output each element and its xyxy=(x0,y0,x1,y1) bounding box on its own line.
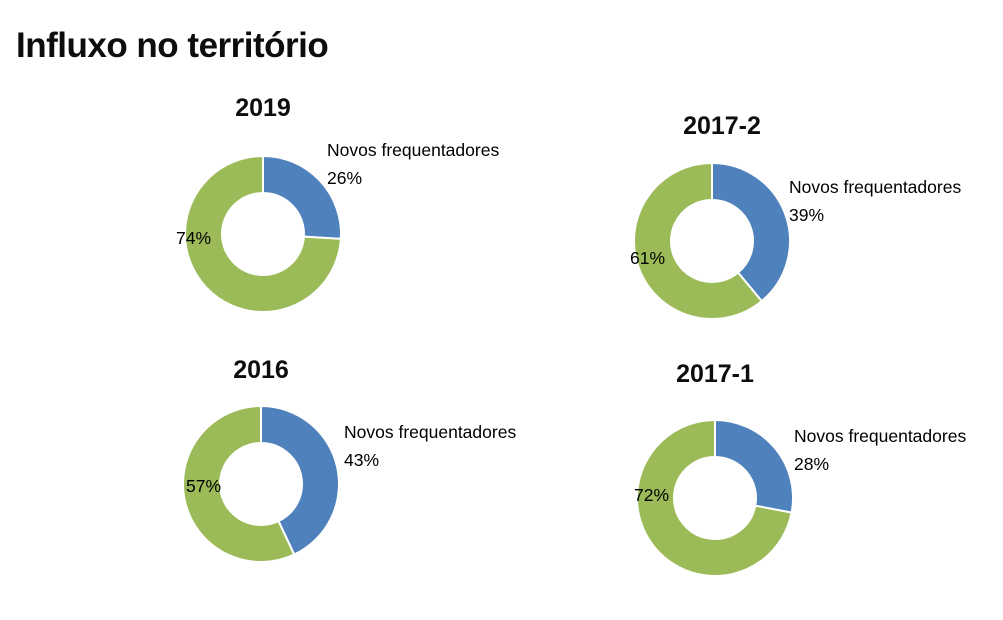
slice-callout-novos-frequentadores: Novos frequentadores 28% xyxy=(794,422,966,478)
chart-title-2017-1: 2017-1 xyxy=(676,360,754,388)
pie-slice-others xyxy=(182,405,296,563)
slice-label-others-pct: 72% xyxy=(634,485,670,505)
slice-callout-name: Novos frequentadores xyxy=(794,426,967,446)
donut-chart-2016: 2016 57% Novos frequentadores 43% xyxy=(181,356,611,616)
slice-callout-novos-frequentadores: Novos frequentadores 43% xyxy=(344,418,516,474)
slice-callout-name: Novos frequentadores xyxy=(344,422,517,442)
donut-2017-1 xyxy=(636,419,795,577)
pie-slice-novos-frequentadores xyxy=(262,155,342,240)
donut-chart-2017-2: 2017-2 61% Novos frequentadores 39% xyxy=(630,112,1003,372)
slice-label-others-pct: 57% xyxy=(186,476,222,496)
pie-slice-novos-frequentadores xyxy=(260,405,340,556)
chart-title-2017-2: 2017-2 xyxy=(683,112,761,140)
pie-slice-novos-frequentadores xyxy=(711,162,791,303)
slice-callout-pct: 43% xyxy=(344,450,380,470)
pie-slice-others xyxy=(633,162,763,320)
donut-2016 xyxy=(182,405,340,563)
influxo-dashboard: { "page_title": "Influxo no território",… xyxy=(16,26,1003,576)
donut-chart-2019: 2019 74% Novos frequentadores 26% xyxy=(176,94,613,354)
slice-callout-pct: 26% xyxy=(327,168,363,188)
donut-2017-2 xyxy=(633,162,791,320)
pie-slice-others xyxy=(184,155,342,313)
chart-title-2019: 2019 xyxy=(235,94,291,122)
slice-callout-pct: 28% xyxy=(794,454,830,474)
chart-title-2016: 2016 xyxy=(233,356,289,384)
slice-label-others-pct: 74% xyxy=(176,228,212,248)
slice-callout-pct: 39% xyxy=(789,205,825,225)
slice-callout-novos-frequentadores: Novos frequentadores 26% xyxy=(327,136,499,192)
donut-2019 xyxy=(184,155,342,313)
page-title: Influxo no território xyxy=(16,26,329,65)
pie-slice-novos-frequentadores xyxy=(714,419,795,514)
slice-callout-novos-frequentadores: Novos frequentadores 39% xyxy=(789,173,961,229)
pie-slice-others xyxy=(636,419,793,577)
donut-chart-2017-1: 2017-1 72% Novos frequentadores 28% xyxy=(634,360,1003,620)
slice-callout-name: Novos frequentadores xyxy=(789,177,962,197)
slice-callout-name: Novos frequentadores xyxy=(327,140,500,160)
slice-label-others-pct: 61% xyxy=(630,248,666,268)
